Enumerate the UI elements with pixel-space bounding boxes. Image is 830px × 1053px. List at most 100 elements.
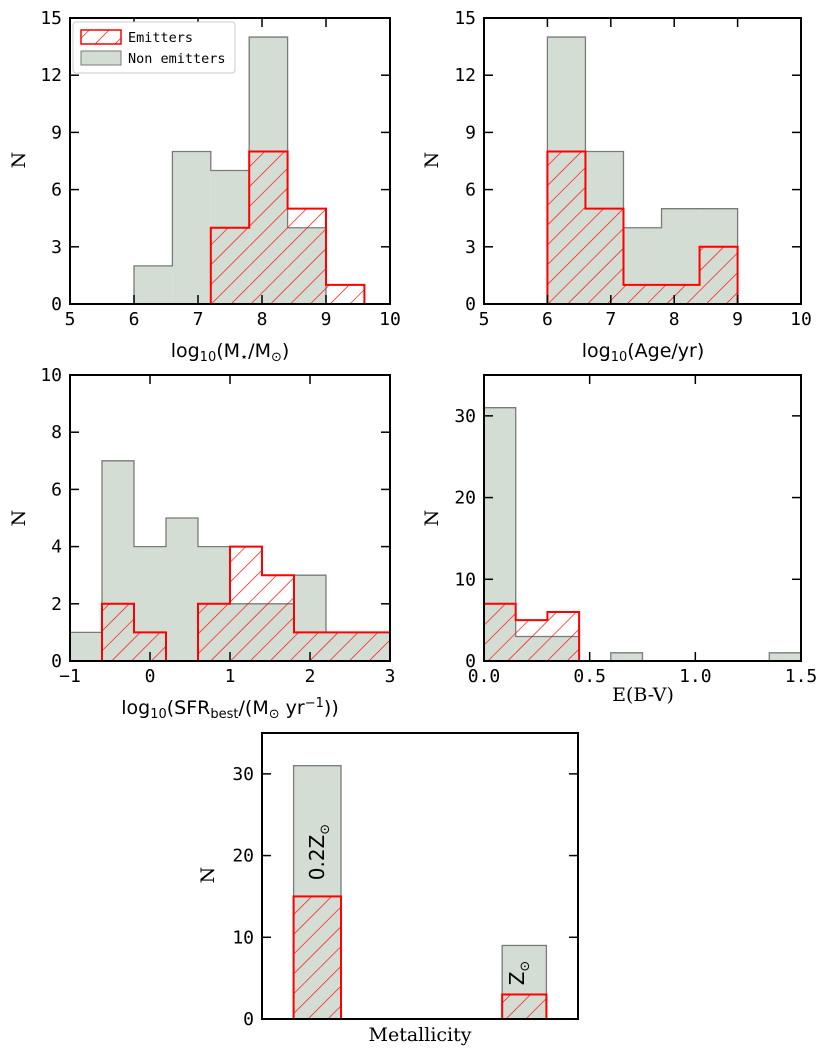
x-tick-label: 10 (379, 309, 401, 330)
emitter-bar (292, 895, 343, 1021)
non-emitter-bar (172, 151, 211, 304)
x-tick-label: 1.5 (785, 666, 818, 687)
emitter-bar (585, 208, 624, 304)
x-tick-label: 1.0 (679, 666, 712, 687)
y-axis-label: N (421, 510, 443, 527)
emitter-bar (230, 546, 262, 661)
x-axis-label: log10(Age/yr) (582, 340, 705, 365)
x-tick-label: 1 (225, 666, 236, 687)
x-tick-label: 5 (479, 309, 490, 330)
emitter-outline (70, 545, 391, 662)
emitter-bar (262, 575, 294, 661)
x-axis-label: log10(SFRbest/(M⊙ yr−1)) (121, 696, 338, 722)
x-tick-label: 6 (542, 309, 553, 330)
y-tick-label: 3 (465, 237, 476, 258)
y-tick-label: 15 (40, 8, 62, 29)
legend-label-non-emitters: Non emitters (128, 51, 226, 67)
x-tick-label: 5 (65, 309, 76, 330)
emitter-bar (515, 620, 548, 661)
emitter-bar (210, 227, 250, 304)
panel-ebv: 0.0 0.5 1.0 1.5 0 10 20 30 N E(B-V) (421, 374, 817, 706)
non-emitter-bar (769, 652, 801, 661)
y-tick-label: 0 (465, 294, 476, 315)
y-tick-label: 0 (243, 1009, 254, 1030)
x-axis-label: log10(M⋆/M⊙) (171, 340, 290, 365)
legend-swatch-emitters (80, 29, 122, 45)
emitter-bar (102, 603, 134, 661)
emitter-bars (546, 150, 739, 304)
panel-metallicity: 0 10 20 30 N Metallicity 0.2Z⊙ Z⊙ (197, 732, 579, 1046)
x-tick-label: 10 (790, 309, 812, 330)
panel-age: 5 6 7 8 9 10 0 3 6 9 12 15 N log10(Age/yr) (421, 8, 812, 365)
y-tick-label: 0 (51, 294, 62, 315)
emitter-bar (326, 632, 358, 661)
tick-labels: 0.0 0.5 1.0 1.5 0 10 20 30 (454, 406, 817, 687)
emitter-bars (70, 545, 391, 662)
bar-label-solar: Z⊙ (505, 961, 533, 986)
y-tick-label: 20 (454, 488, 476, 509)
emitter-bar (358, 632, 390, 661)
y-tick-label: 8 (51, 422, 62, 443)
emitter-bar (198, 603, 230, 661)
emitter-bars (134, 150, 366, 305)
emitter-bar (501, 993, 548, 1021)
y-tick-label: 9 (51, 122, 62, 143)
x-tick-label: 0.0 (468, 666, 501, 687)
y-tick-label: 3 (51, 237, 62, 258)
y-axis-label: N (8, 152, 30, 169)
emitter-bar (623, 284, 662, 304)
y-axis-label: N (421, 152, 443, 169)
legend: Emitters Non emitters (72, 21, 236, 74)
x-tick-label: 7 (193, 309, 204, 330)
x-tick-label: 0 (145, 666, 156, 687)
axes-frame (483, 374, 802, 662)
y-tick-label: 30 (454, 406, 476, 427)
panel-stellar-mass: 5 6 7 8 9 10 0 3 6 9 12 15 N log10(M⋆/M⊙) Emitters … (8, 8, 401, 365)
non-emitter-outline (483, 407, 802, 662)
axis-ticks (483, 375, 802, 662)
emitter-bars (292, 895, 548, 1021)
y-tick-label: 10 (40, 365, 62, 386)
x-tick-label: 2 (305, 666, 316, 687)
y-tick-label: 6 (51, 479, 62, 500)
emitter-bar (661, 284, 700, 304)
x-tick-label: 7 (605, 309, 616, 330)
emitter-bar (326, 284, 365, 304)
emitter-bar (484, 603, 516, 661)
x-tick-label: 6 (129, 309, 140, 330)
tick-labels: 5 6 7 8 9 10 0 3 6 9 12 15 (40, 8, 401, 330)
axes-frame (483, 17, 802, 305)
non-emitter-bar (134, 265, 173, 304)
x-tick-label: 0.5 (573, 666, 606, 687)
y-tick-label: 6 (465, 180, 476, 201)
x-tick-label: 9 (321, 309, 332, 330)
y-axis-label: N (197, 867, 219, 884)
emitter-bar (287, 208, 326, 304)
y-tick-label: 30 (232, 764, 254, 785)
y-tick-label: 4 (51, 537, 62, 558)
y-tick-label: 0 (465, 651, 476, 672)
x-tick-label: 3 (385, 666, 396, 687)
tick-labels: 0 10 20 30 (232, 764, 254, 1030)
non-emitter-bar (610, 652, 643, 661)
legend-swatch-non-emitters (80, 50, 122, 66)
tick-labels: 5 6 7 8 9 10 0 3 6 9 12 15 (454, 8, 812, 330)
axes-frame (261, 732, 579, 1020)
x-tick-label: −1 (59, 666, 81, 687)
x-axis-label: E(B-V) (612, 684, 674, 706)
y-tick-label: 15 (454, 8, 476, 29)
legend-label-emitters: Emitters (128, 30, 193, 46)
emitter-bar (547, 151, 586, 304)
y-tick-label: 6 (51, 180, 62, 201)
y-axis-label: N (8, 510, 30, 527)
emitter-bar (547, 611, 580, 661)
x-axis-label: Metallicity (369, 1024, 472, 1046)
y-tick-label: 12 (454, 65, 476, 86)
x-tick-label: 8 (257, 309, 268, 330)
axes-frame (69, 17, 391, 305)
y-tick-label: 9 (465, 122, 476, 143)
emitter-outline (546, 150, 739, 304)
y-tick-label: 10 (454, 569, 476, 590)
